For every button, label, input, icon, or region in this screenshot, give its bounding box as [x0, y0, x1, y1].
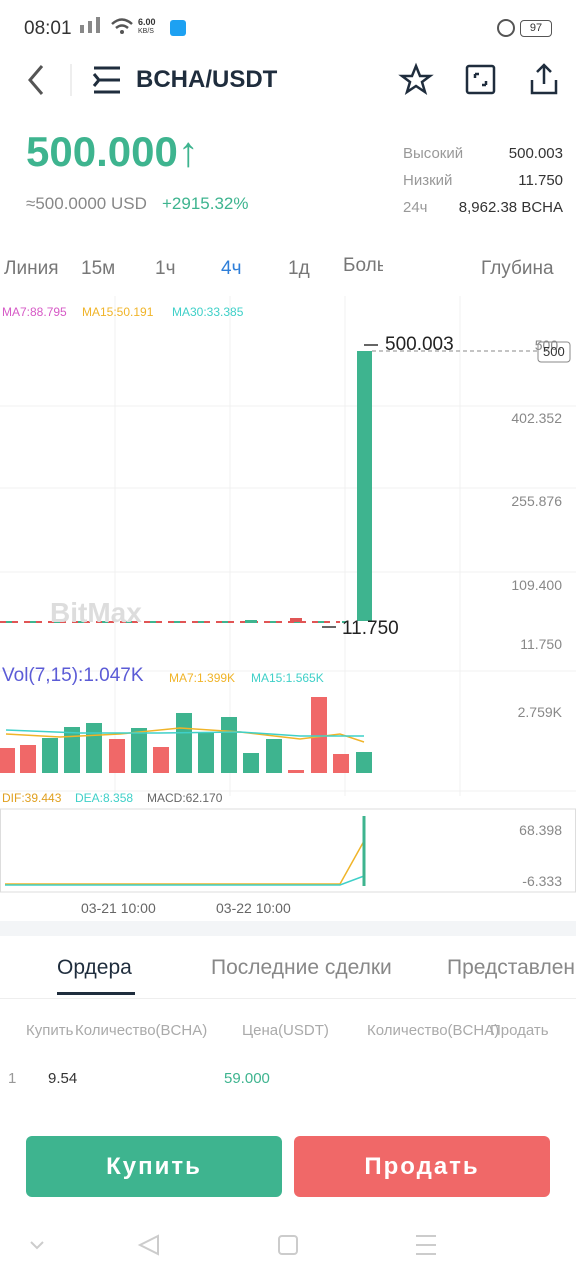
macd-value: MACD:62.170 — [147, 791, 223, 805]
macd-axis: 68.398 — [519, 822, 562, 838]
speed-unit: KB/S — [138, 28, 154, 35]
interval-tab[interactable]: 15м — [81, 258, 116, 279]
column-header: Количество(BCHA) — [367, 1022, 500, 1039]
price-axis-label: 402.352 — [511, 410, 562, 426]
price-axis-label: 255.876 — [511, 493, 562, 509]
change: +2915.32% — [162, 194, 249, 213]
stat-value: 8,962.38 BCHA — [458, 199, 563, 216]
order-cell: 1 — [8, 1070, 17, 1087]
order-tab[interactable]: Представлен — [447, 956, 576, 979]
date-label: 03-21 10:00 — [81, 900, 156, 916]
interval-tab[interactable]: Линия — [4, 258, 59, 279]
order-cell: 9.54 — [48, 1070, 78, 1087]
column-header: Количество(BCHA) — [75, 1022, 208, 1039]
column-header: Цена(USDT) — [242, 1022, 329, 1039]
interval-tab[interactable]: 1ч — [155, 258, 176, 279]
interval-tab[interactable]: 1д — [288, 258, 310, 279]
order-tab[interactable]: Последние сделки — [211, 956, 392, 979]
high-marker: 500.003 — [385, 334, 454, 355]
macd-dif: DIF:39.443 — [2, 791, 62, 805]
interval-tab[interactable]: 4ч — [221, 258, 242, 279]
icons — [28, 17, 558, 96]
stat-label: 24ч — [403, 199, 428, 216]
volume-axis: 2.759K — [517, 704, 562, 720]
stat-label: Низкий — [403, 172, 453, 189]
speed: 6.00 — [138, 17, 156, 27]
battery: 97 — [520, 20, 552, 37]
current-price: 500 — [543, 344, 565, 359]
column-header: Купить — [26, 1022, 74, 1039]
order-tab[interactable]: Ордера — [57, 956, 132, 979]
tab-underline — [57, 992, 135, 995]
nav-bar — [30, 1234, 436, 1256]
price-axis-label: 500. — [534, 337, 562, 353]
time: 08:01 — [24, 18, 72, 39]
watermark: BitMax — [50, 597, 142, 628]
macd-axis: -6.333 — [522, 873, 562, 889]
column-header: Продать — [490, 1022, 549, 1039]
ma-label: MA7:88.795 — [2, 305, 67, 319]
volume-ma7: MA7:1.399K — [169, 671, 236, 685]
kline-chart — [0, 296, 576, 936]
ma-label: MA15:50.191 — [82, 305, 154, 319]
ma-label: MA30:33.385 — [172, 305, 244, 319]
stat-value: 11.750 — [518, 172, 563, 189]
divider — [0, 998, 576, 999]
macd-dea: DEA:8.358 — [75, 791, 134, 805]
sell-button[interactable]: Продать — [294, 1136, 550, 1197]
interval-tab[interactable]: Больше — [343, 256, 383, 276]
pair[interactable]: BCHA/USDT — [136, 66, 278, 93]
buy-button[interactable]: Купить — [26, 1136, 282, 1197]
stat-value: 500.003 — [508, 145, 563, 162]
last-price: 500.000↑ — [26, 128, 199, 175]
date-label: 03-22 10:00 — [216, 900, 291, 916]
order-cell: 59.000 — [224, 1070, 270, 1087]
usd-price: ≈500.0000 USD — [26, 194, 147, 213]
price-axis-label: 11.750 — [520, 636, 562, 652]
volume-title: Vol(7,15):1.047K — [2, 665, 144, 686]
price-axis-label: 109.400 — [511, 577, 562, 593]
interval-tab[interactable]: Глубина — [481, 258, 554, 279]
stat-label: Высокий — [403, 145, 464, 162]
low-marker: 11.750 — [342, 618, 399, 639]
volume-ma15: MA15:1.565K — [251, 671, 324, 685]
